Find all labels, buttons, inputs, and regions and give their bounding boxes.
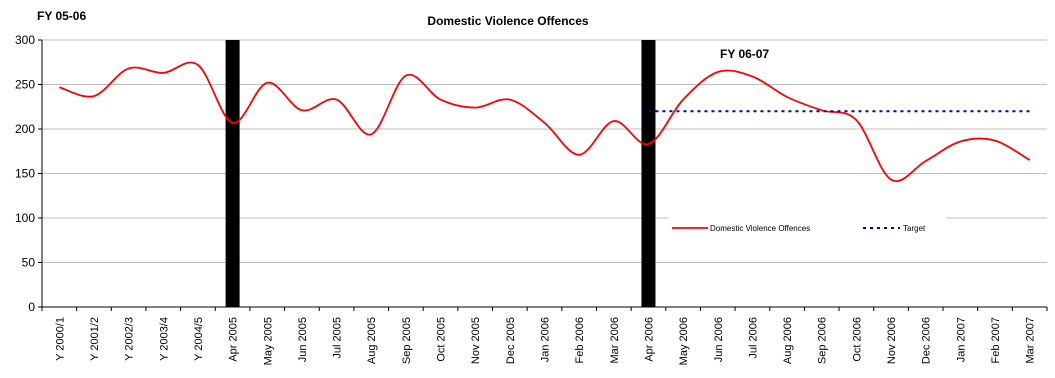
x-tick-label-10: Aug 2005 bbox=[366, 317, 378, 364]
x-tick-label-9: Jul 2005 bbox=[332, 317, 344, 359]
period-markers bbox=[225, 40, 656, 307]
y-tick-label-100: 100 bbox=[15, 211, 35, 225]
period-marker-2 bbox=[641, 40, 656, 307]
x-tick-label-3: Y 2002/3 bbox=[124, 317, 136, 361]
legend-label-target: Target bbox=[903, 224, 926, 233]
x-axis-ticks: Y 2000/1 Y 2001/2 Y 2002/3 Y 2003/4 Y 2004/5… bbox=[54, 317, 1036, 365]
axes bbox=[38, 39, 1048, 311]
y-tick-label-300: 300 bbox=[15, 33, 35, 47]
y-tick-label-200: 200 bbox=[15, 122, 35, 136]
chart-title: Domestic Violence Offences bbox=[427, 14, 589, 28]
fy-06-07-annotation: FY 06-07 bbox=[720, 47, 769, 61]
x-tick-label-4: Y 2003/4 bbox=[158, 317, 170, 361]
x-tick-label-19: May 2006 bbox=[678, 317, 690, 365]
x-tick-label-18: Apr 2006 bbox=[643, 317, 655, 362]
y-axis-ticks: 0 50 100 150 200 250 300 bbox=[15, 33, 35, 314]
x-tick-label-12: Oct 2005 bbox=[436, 317, 448, 362]
legend-label-dv: Domestic Violence Offences bbox=[710, 224, 810, 233]
x-tick-label-21: Jul 2006 bbox=[747, 317, 759, 359]
y-tick-label-150: 150 bbox=[15, 167, 35, 181]
period-marker-1 bbox=[225, 40, 240, 307]
x-tick-label-6: Apr 2005 bbox=[228, 317, 240, 362]
series-layer bbox=[59, 61, 1031, 183]
x-tick-label-24: Oct 2006 bbox=[851, 317, 863, 362]
legend: Domestic Violence Offences Target bbox=[668, 216, 946, 240]
x-tick-label-26: Dec 2006 bbox=[921, 317, 933, 364]
x-tick-label-22: Aug 2006 bbox=[782, 317, 794, 364]
fy-05-06-annotation: FY 05-06 bbox=[37, 9, 86, 23]
x-tick-label-11: Sep 2005 bbox=[401, 317, 413, 364]
x-tick-label-14: Dec 2005 bbox=[505, 317, 517, 364]
y-tick-label-250: 250 bbox=[15, 78, 35, 92]
x-tick-label-28: Feb 2007 bbox=[990, 317, 1002, 363]
y-tick-label-50: 50 bbox=[22, 256, 36, 270]
y-tick-label-0: 0 bbox=[28, 300, 35, 314]
x-tick-label-5: Y 2004/5 bbox=[193, 317, 205, 361]
x-tick-label-1: Y 2000/1 bbox=[54, 317, 66, 361]
x-tick-label-7: May 2005 bbox=[262, 317, 274, 365]
series-line-domestic-violence-offences bbox=[59, 61, 1031, 183]
x-tick-label-25: Nov 2006 bbox=[886, 317, 898, 364]
x-tick-label-8: Jun 2005 bbox=[297, 317, 309, 362]
x-tick-label-13: Nov 2005 bbox=[470, 317, 482, 364]
x-tick-label-2: Y 2001/2 bbox=[89, 317, 101, 361]
x-tick-label-23: Sep 2006 bbox=[817, 317, 829, 364]
x-tick-label-16: Feb 2006 bbox=[574, 317, 586, 363]
x-tick-label-29: Mar 2007 bbox=[1025, 317, 1037, 363]
x-tick-label-15: Jan 2006 bbox=[540, 317, 552, 362]
x-tick-label-20: Jun 2006 bbox=[713, 317, 725, 362]
x-tick-label-27: Jan 2007 bbox=[955, 317, 967, 362]
x-tick-label-17: Mar 2006 bbox=[609, 317, 621, 363]
